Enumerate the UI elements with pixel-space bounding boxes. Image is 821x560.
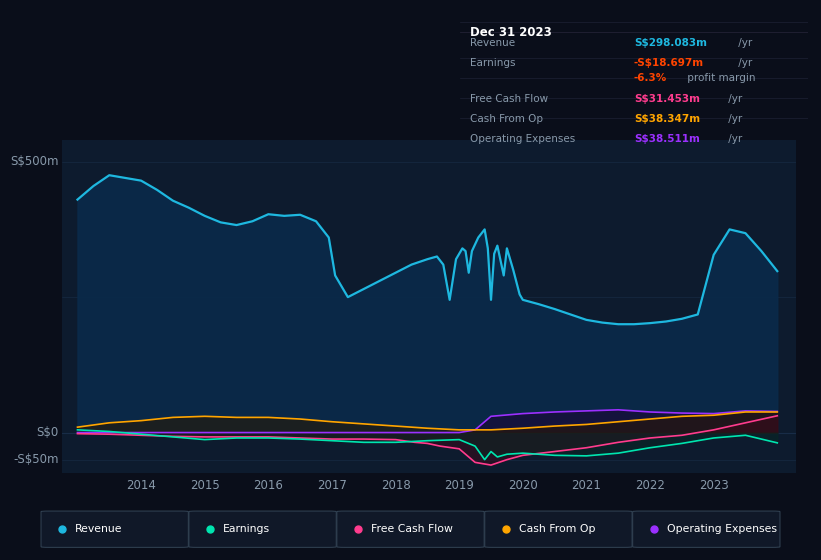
Text: Earnings: Earnings: [470, 58, 516, 68]
FancyBboxPatch shape: [337, 511, 484, 547]
Text: -S$18.697m: -S$18.697m: [634, 58, 704, 68]
Text: Cash From Op: Cash From Op: [470, 114, 544, 124]
Text: Dec 31 2023: Dec 31 2023: [470, 26, 553, 39]
FancyBboxPatch shape: [633, 511, 780, 547]
Text: Free Cash Flow: Free Cash Flow: [371, 524, 452, 534]
Text: S$38.511m: S$38.511m: [634, 133, 699, 143]
FancyBboxPatch shape: [189, 511, 337, 547]
Text: Revenue: Revenue: [470, 38, 516, 48]
Text: /yr: /yr: [725, 114, 742, 124]
Text: S$298.083m: S$298.083m: [634, 38, 707, 48]
Text: /yr: /yr: [725, 133, 742, 143]
Text: -6.3%: -6.3%: [634, 73, 667, 83]
Text: -S$50m: -S$50m: [13, 453, 58, 466]
Text: Cash From Op: Cash From Op: [519, 524, 595, 534]
Text: /yr: /yr: [725, 94, 742, 104]
Text: Revenue: Revenue: [75, 524, 122, 534]
Text: S$500m: S$500m: [10, 155, 58, 168]
FancyBboxPatch shape: [41, 511, 188, 547]
Text: Operating Expenses: Operating Expenses: [667, 524, 777, 534]
FancyBboxPatch shape: [484, 511, 632, 547]
Text: /yr: /yr: [735, 58, 752, 68]
Text: S$31.453m: S$31.453m: [634, 94, 700, 104]
Text: Earnings: Earnings: [223, 524, 270, 534]
Text: Operating Expenses: Operating Expenses: [470, 133, 576, 143]
Text: Free Cash Flow: Free Cash Flow: [470, 94, 548, 104]
Text: S$38.347m: S$38.347m: [634, 114, 700, 124]
Text: profit margin: profit margin: [685, 73, 756, 83]
Text: S$0: S$0: [36, 426, 58, 439]
Text: /yr: /yr: [735, 38, 752, 48]
